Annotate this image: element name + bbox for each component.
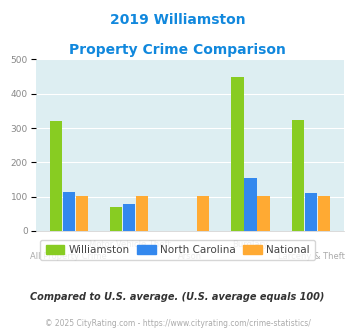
Bar [197,196,209,231]
Text: Compared to U.S. average. (U.S. average equals 100): Compared to U.S. average. (U.S. average … [30,292,325,302]
Bar [50,121,62,231]
Bar [305,193,317,231]
Text: All Property Crime: All Property Crime [31,251,107,261]
Bar [136,196,148,231]
Bar [318,196,330,231]
Bar [63,191,75,231]
Bar [245,178,257,231]
Text: Arson: Arson [178,251,202,261]
Legend: Williamston, North Carolina, National: Williamston, North Carolina, National [40,240,315,260]
Text: Larceny & Theft: Larceny & Theft [278,251,344,261]
Bar [231,77,244,231]
Bar [123,204,135,231]
Bar [257,196,269,231]
Bar [110,207,122,231]
Text: 2019 Williamston: 2019 Williamston [110,13,245,27]
Bar [292,120,304,231]
Text: Property Crime Comparison: Property Crime Comparison [69,43,286,57]
Text: Burglary: Burglary [233,240,268,248]
Text: © 2025 CityRating.com - https://www.cityrating.com/crime-statistics/: © 2025 CityRating.com - https://www.city… [45,319,310,328]
Text: Motor Vehicle Theft: Motor Vehicle Theft [88,240,170,248]
Bar [76,196,88,231]
